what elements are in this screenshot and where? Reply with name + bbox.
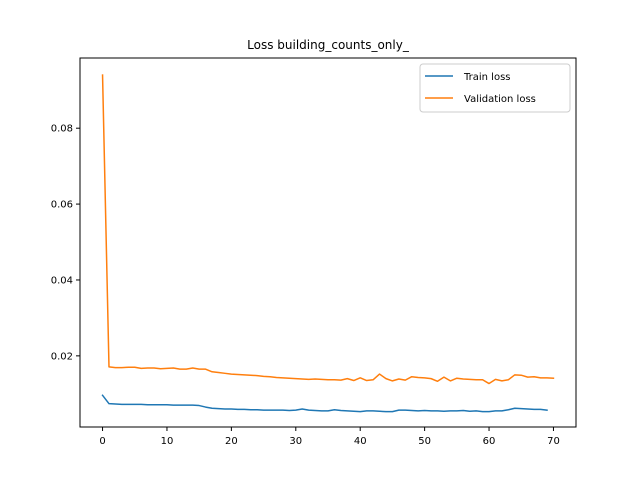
y-tick-label: 0.08: [51, 124, 73, 135]
y-tick-label: 0.02: [51, 351, 73, 362]
x-tick-label: 0: [99, 436, 105, 447]
plot-lines: [101, 74, 555, 413]
x-tick-label: 40: [354, 436, 367, 447]
x-tick-label: 60: [483, 436, 496, 447]
legend-box: [419, 63, 571, 113]
x-tick-label: 10: [161, 436, 174, 447]
y-axis-ticks: 0.02 0.04 0.06 0.08: [51, 124, 80, 362]
chart-title: Loss building_counts_only_: [247, 38, 410, 52]
y-tick-label: 0.04: [51, 275, 73, 286]
x-tick-label: 20: [225, 436, 238, 447]
legend-label-validation: Validation loss: [464, 94, 536, 105]
x-tick-label: 50: [418, 436, 431, 447]
x-axis-ticks: 0 10 20 30 40 50 60 70: [99, 427, 560, 447]
plot-frame: [79, 57, 577, 428]
y-tick-label: 0.06: [51, 200, 73, 211]
x-tick-label: 70: [547, 436, 560, 447]
legend-label-train: Train loss: [463, 72, 511, 83]
x-tick-label: 30: [289, 436, 302, 447]
series-line-train-loss: [101, 394, 548, 413]
series-line-validation-loss: [101, 74, 555, 385]
legend: Train loss Validation loss: [419, 63, 571, 113]
